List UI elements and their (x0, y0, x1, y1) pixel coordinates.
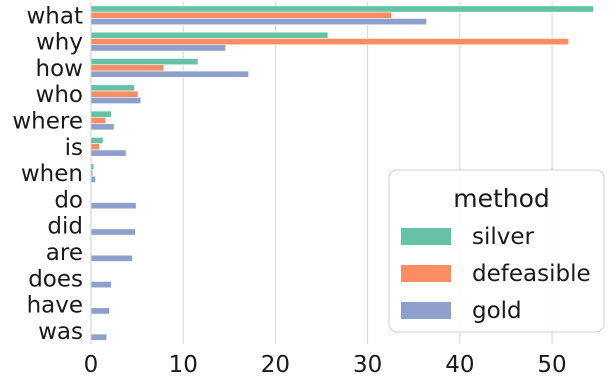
bar-silver-where (90, 110, 112, 118)
bar-gold-do (90, 202, 137, 210)
category-label-who: who (36, 82, 83, 108)
legend-swatch-defeasible (401, 265, 451, 282)
x-tick-label-0: 0 (84, 352, 99, 376)
bar-silver-how (90, 58, 199, 66)
legend-label-defeasible: defeasible (472, 261, 591, 287)
x-tick-label-30: 30 (353, 352, 382, 376)
x-tick-label-20: 20 (261, 352, 290, 376)
bar-gold-does (90, 281, 112, 289)
bar-gold-what (90, 18, 427, 26)
bar-silver-who (90, 84, 135, 92)
category-label-have: have (27, 293, 83, 319)
category-label-are: are (46, 240, 83, 266)
bar-silver-why (90, 31, 329, 39)
x-tick-label-40: 40 (445, 352, 474, 376)
bars (90, 5, 594, 341)
bar-gold-was (90, 333, 107, 341)
legend-label-gold: gold (472, 298, 522, 324)
axes: 0 10 20 30 40 50 whatwhyhowwhowhereiswhendodid… (12, 2, 567, 376)
bar-defeasible-where (90, 117, 107, 124)
bar-gold-did (90, 228, 136, 236)
bar-gold-how (90, 70, 249, 78)
bar-gold-are (90, 254, 133, 262)
bar-defeasible-how (90, 64, 165, 72)
category-label-was: was (38, 319, 83, 345)
x-tick-label-10: 10 (169, 352, 198, 376)
legend-box (388, 169, 605, 333)
legend-title: method (453, 184, 550, 213)
bar-silver-is (90, 137, 104, 144)
bar-silver-what (90, 5, 594, 13)
bar-defeasible-is (90, 143, 100, 151)
category-label-why: why (36, 30, 83, 56)
category-label-is: is (65, 135, 83, 161)
category-label-when: when (21, 161, 83, 187)
bar-defeasible-why (90, 38, 569, 46)
bar-gold-where (90, 123, 115, 131)
bar-defeasible-what (90, 11, 392, 19)
bar-gold-when (90, 175, 96, 183)
category-label-did: did (47, 214, 83, 240)
category-label-does: does (28, 266, 83, 292)
bar-gold-who (90, 97, 142, 104)
category-label-what: what (26, 3, 83, 29)
legend-swatch-silver (401, 228, 451, 245)
category-label-do: do (54, 187, 83, 213)
legend-swatch-gold (401, 302, 451, 319)
category-label-how: how (36, 56, 83, 82)
bar-gold-have (90, 307, 110, 315)
bar-gold-is (90, 149, 127, 157)
legend: method silver defeasible gold (388, 169, 605, 333)
bar-gold-why (90, 44, 226, 52)
legend-label-silver: silver (472, 224, 535, 250)
x-tick-label-50: 50 (537, 352, 566, 376)
category-label-where: where (12, 109, 83, 135)
bar-defeasible-who (90, 90, 139, 98)
